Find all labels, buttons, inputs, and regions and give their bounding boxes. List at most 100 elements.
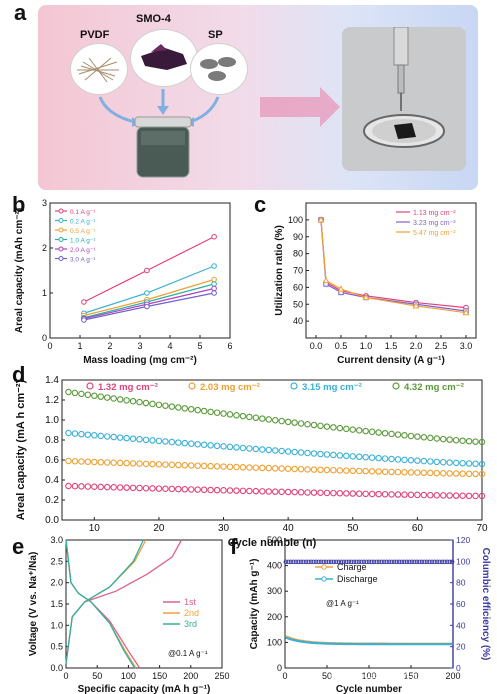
data-point: [452, 436, 460, 444]
data-point: [211, 233, 217, 240]
d-y-tick-label: 0.4: [45, 475, 59, 486]
data-point: [239, 464, 247, 471]
data-point: [155, 437, 163, 445]
d-y-tick-label: 1.4: [45, 375, 59, 386]
data-point: [259, 488, 266, 495]
data-point: [433, 469, 441, 477]
efficiency-point: [442, 559, 447, 565]
efficiency-point: [328, 559, 334, 565]
data-point: [343, 490, 350, 497]
efficiency-point: [323, 559, 329, 565]
panel-letter-a: a: [14, 0, 27, 25]
efficiency-point: [402, 559, 407, 565]
data-point: [149, 400, 156, 408]
data-point: [181, 462, 189, 469]
legend-label-4: 2.0 A g⁻¹: [70, 247, 96, 254]
data-point: [144, 267, 150, 274]
efficiency-point: [371, 559, 377, 565]
data-point: [375, 490, 382, 498]
data-point: [213, 486, 221, 494]
data-point: [297, 420, 305, 427]
efficiency-point: [374, 559, 379, 565]
data-point: [394, 431, 402, 438]
data-point: [168, 485, 176, 493]
right-y-tick-label: 0: [456, 663, 461, 673]
efficiency-point: [344, 559, 349, 565]
smo-label: SMO-4: [136, 13, 171, 25]
right-y-tick-label: 100: [456, 556, 470, 566]
right-y-tick-label: 60: [456, 599, 466, 609]
data-point: [362, 293, 370, 300]
efficiency-point: [386, 559, 392, 565]
efficiency-point: [349, 559, 354, 565]
c-x-tick-label: 1.0: [360, 341, 373, 351]
d-y-tick-label: 0.6: [45, 455, 59, 466]
c-y-tick-label: 90: [293, 232, 303, 242]
c-y-tick-label: 40: [293, 316, 303, 326]
efficiency-point: [394, 559, 399, 565]
efficiency-point: [301, 559, 306, 565]
legend-marker-1: [188, 382, 196, 390]
data-point: [233, 444, 240, 451]
efficiency-point: [339, 559, 344, 565]
data-point: [187, 440, 195, 447]
c-y-tick-label: 100: [288, 215, 303, 225]
data-point: [284, 488, 292, 496]
d-x-tick-label: 30: [218, 523, 230, 534]
efficiency-point: [283, 559, 289, 565]
data-point: [433, 492, 441, 499]
legend-marker-4: [58, 246, 64, 252]
c-y-tick-label: 60: [293, 282, 303, 292]
data-point: [252, 445, 260, 453]
e-x-tick-label: 100: [121, 671, 136, 681]
efficiency-point: [354, 559, 359, 565]
efficiency-point: [366, 559, 372, 565]
data-point: [136, 484, 143, 492]
b-x-tick-label: 0: [47, 341, 52, 351]
data-point: [271, 416, 279, 424]
b-x-tick-label: 3: [137, 341, 142, 351]
data-point: [65, 388, 72, 396]
data-point: [155, 401, 163, 409]
data-point: [149, 460, 156, 468]
efficiency-point: [432, 559, 437, 565]
b-x-axis-label: Mass loading (mg cm⁻²): [83, 355, 197, 366]
f-y-tick-label: 400: [267, 561, 282, 571]
data-point: [213, 442, 221, 450]
data-point: [349, 453, 357, 460]
d-x-tick-label: 70: [476, 523, 488, 534]
data-point: [420, 469, 428, 477]
series-line-2: [320, 219, 467, 314]
data-point: [162, 402, 169, 409]
data-point: [181, 486, 189, 493]
c-x-tick-label: 2.5: [435, 341, 448, 351]
data-point: [323, 466, 331, 474]
data-point: [97, 432, 105, 440]
data-point: [187, 405, 195, 413]
data-point: [103, 394, 111, 401]
data-point: [265, 464, 273, 472]
data-point: [233, 487, 240, 494]
legend-label-5: 3.0 A g⁻¹: [70, 257, 96, 264]
right-y-tick-label: 120: [456, 535, 470, 545]
efficiency-point: [311, 559, 316, 565]
data-point: [330, 424, 337, 431]
f-x-tick-label: 100: [361, 671, 376, 681]
series-curve-discharge-2: [65, 539, 136, 669]
c-y-tick-label: 50: [293, 299, 303, 309]
d-x-tick-label: 50: [347, 523, 359, 534]
data-point: [110, 484, 117, 491]
e-y-tick-label: 1.0: [50, 620, 63, 630]
data-point: [407, 457, 415, 464]
f-y-tick-label: 100: [267, 637, 282, 647]
efficiency-point: [419, 559, 425, 565]
data-point: [472, 460, 479, 468]
data-point: [439, 458, 447, 466]
legend-label-1: 3.23 mg cm⁻²: [413, 220, 456, 227]
data-point: [213, 409, 221, 416]
data-point: [175, 461, 182, 469]
d-plot-frame: [61, 379, 483, 521]
efficiency-point: [316, 559, 321, 565]
legend-label-1: 0.2 A g⁻¹: [70, 219, 96, 226]
